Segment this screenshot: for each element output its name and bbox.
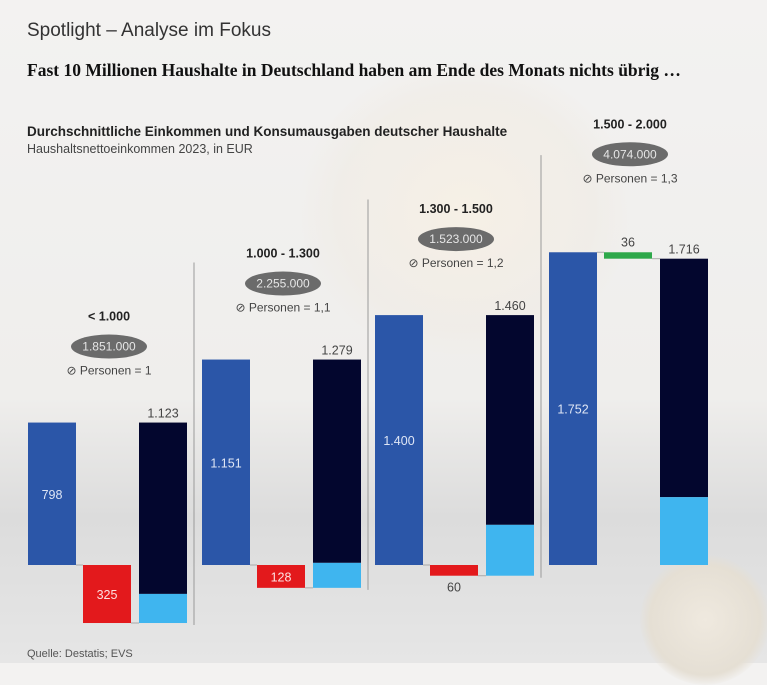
group-label: 1.300 - 1.500 <box>419 202 493 216</box>
income-bar <box>549 252 597 565</box>
chart-area: < 1.000 1.851.000 ⊘ Personen = 1 798 325 1.12… <box>28 117 708 626</box>
households-pill <box>245 271 321 296</box>
persons-avg: ⊘ Personen = 1 <box>66 364 151 378</box>
source-note: Quelle: Destatis; EVS <box>27 648 133 660</box>
income-bar <box>375 315 423 565</box>
chart-subtitle: Haushaltsnettoeinkommen 2023, in EUR <box>27 142 253 156</box>
deficit-bar <box>430 565 478 576</box>
expenses-label: 1.460 <box>494 299 525 313</box>
households-count: 2.255.000 <box>256 277 310 291</box>
expenses-bar <box>660 258 708 498</box>
expenses-label: 1.123 <box>147 407 178 421</box>
expenses-part-bar <box>486 524 534 576</box>
group-label: 1.000 - 1.300 <box>246 247 320 261</box>
group-label: < 1.000 <box>88 310 130 324</box>
households-pill <box>592 142 668 167</box>
expenses-label: 1.716 <box>668 243 699 257</box>
expenses-part-bar <box>313 562 361 588</box>
expenses-label: 1.279 <box>321 344 352 358</box>
deficit-label: 325 <box>97 588 118 602</box>
households-count: 1.851.000 <box>82 340 136 354</box>
households-pill <box>71 334 147 359</box>
deficit-label: 128 <box>271 570 292 584</box>
expenses-part-bar <box>139 593 187 624</box>
expenses-part-bar <box>660 497 708 565</box>
persons-avg: ⊘ Personen = 1,3 <box>582 171 677 185</box>
deficit-label: 60 <box>447 581 461 595</box>
income-bar <box>28 422 76 565</box>
income-bar <box>202 359 250 565</box>
expenses-bar <box>139 422 187 594</box>
income-label: 1.400 <box>383 434 414 448</box>
income-label: 798 <box>42 488 63 502</box>
households-pill <box>418 227 494 252</box>
households-count: 1.523.000 <box>429 232 483 246</box>
group-label: 1.500 - 2.000 <box>593 117 667 131</box>
deficit-bar <box>83 565 131 624</box>
expenses-bar <box>313 359 361 563</box>
income-label: 1.151 <box>210 456 241 470</box>
expenses-bar <box>486 315 534 525</box>
kicker: Spotlight – Analyse im Fokus <box>27 20 271 41</box>
chart-title: Durchschnittliche Einkommen und Konsumau… <box>27 124 508 139</box>
surplus-bar <box>604 252 652 259</box>
persons-avg: ⊘ Personen = 1,2 <box>408 256 503 270</box>
surplus-label: 36 <box>621 235 635 249</box>
persons-avg: ⊘ Personen = 1,1 <box>235 301 330 315</box>
headline: Fast 10 Millionen Haushalte in Deutschla… <box>27 60 681 80</box>
households-count: 4.074.000 <box>603 147 657 161</box>
deficit-bar <box>257 565 305 588</box>
income-label: 1.752 <box>557 403 588 417</box>
